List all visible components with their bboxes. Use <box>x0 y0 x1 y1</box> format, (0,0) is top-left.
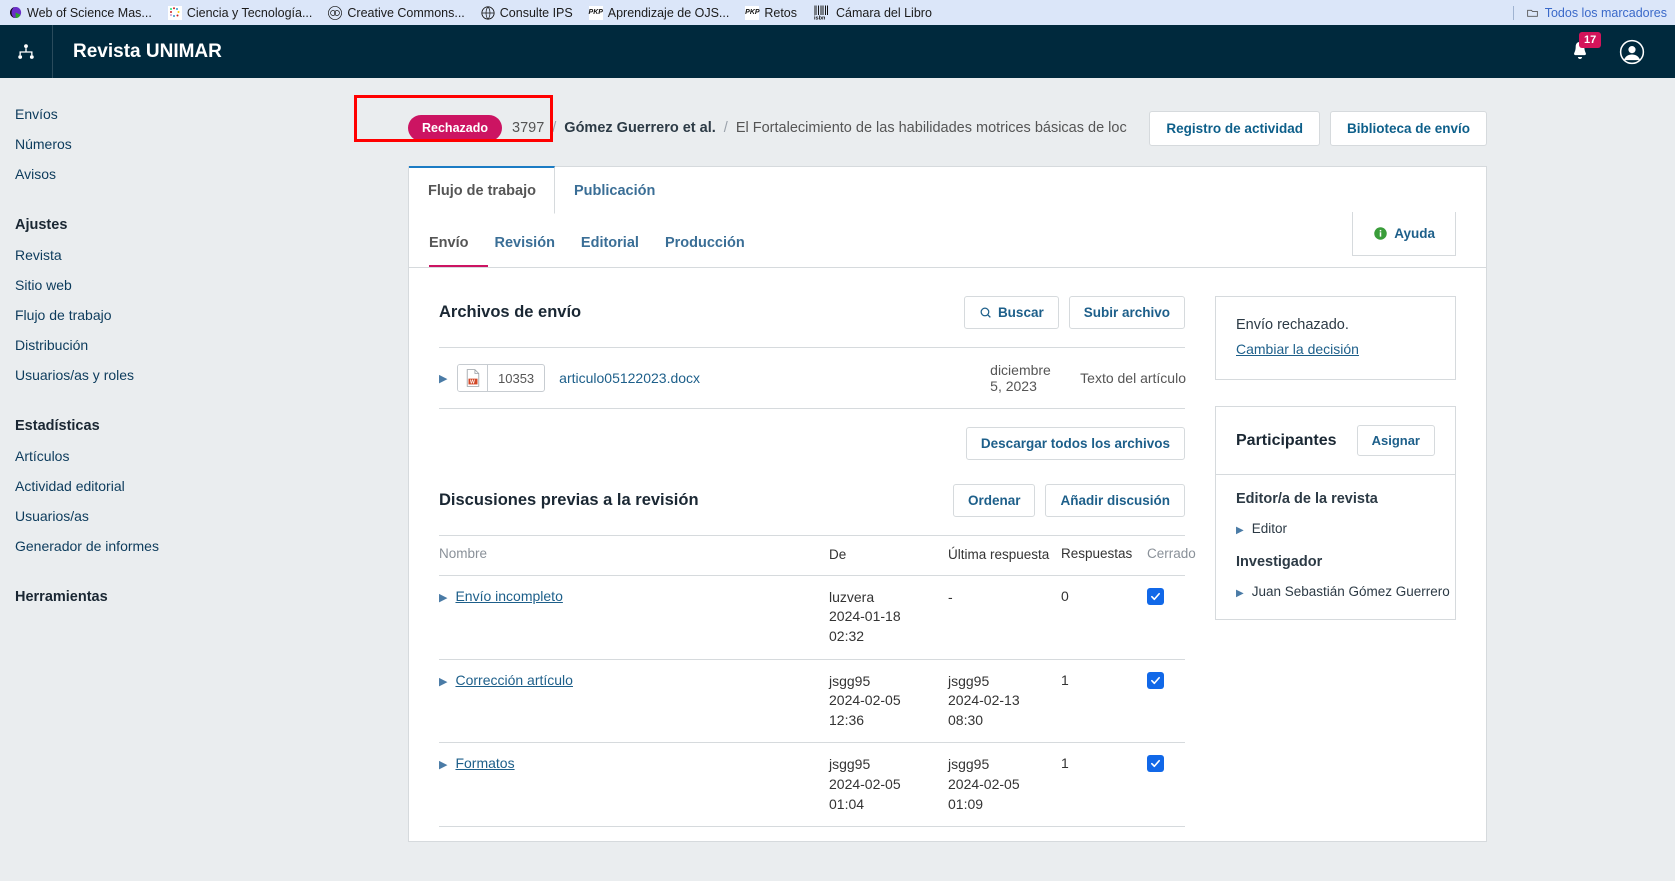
svg-text:isbn: isbn <box>814 16 826 21</box>
svg-text:W: W <box>469 379 474 385</box>
